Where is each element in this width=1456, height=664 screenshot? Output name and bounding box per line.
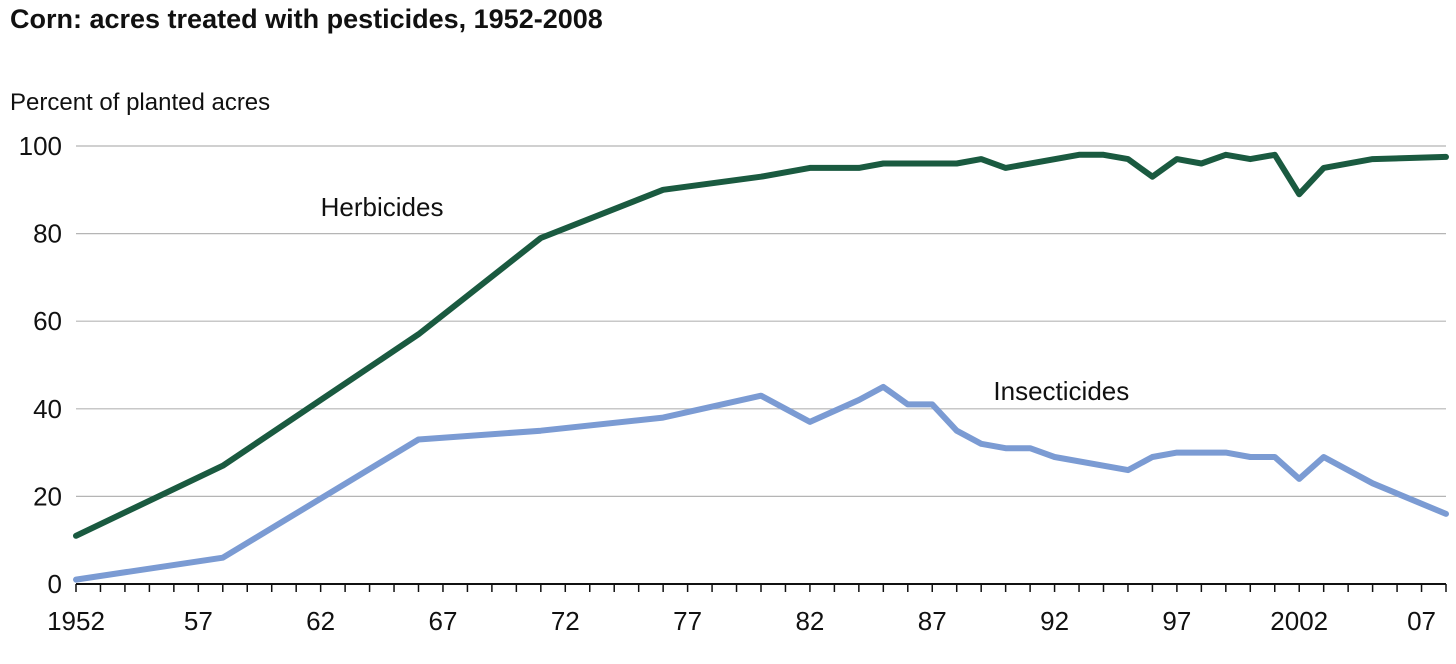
series-label-insecticides: Insecticides: [993, 376, 1129, 406]
x-tick-label: 2002: [1270, 606, 1328, 636]
axes: 0 20 40 60 80 100 1952 57 62 67 72 77 82 87 92 97 2002 07: [19, 131, 1447, 636]
y-tick-label: 0: [48, 569, 62, 599]
x-tick-label: 62: [306, 606, 335, 636]
x-tick-label: 57: [184, 606, 213, 636]
x-tick-label: 77: [673, 606, 702, 636]
series-label-herbicides: Herbicides: [321, 192, 444, 222]
y-tick-label: 100: [19, 131, 62, 161]
y-axis-label: Percent of planted acres: [10, 89, 270, 116]
series-line-insecticides: [73, 383, 1449, 583]
x-tick-label: 87: [918, 606, 947, 636]
y-tick-label: 60: [33, 306, 62, 336]
x-tick-label: 67: [429, 606, 458, 636]
x-tick-label: 97: [1162, 606, 1191, 636]
x-tick-label: 92: [1040, 606, 1069, 636]
y-tick-label: 40: [33, 394, 62, 424]
series-labels: Herbicides Insecticides: [321, 192, 1130, 406]
x-tick-label: 1952: [47, 606, 105, 636]
series-lines: [73, 151, 1449, 583]
x-tick-label: 82: [795, 606, 824, 636]
gridlines: [76, 145, 1446, 497]
chart-title: Corn: acres treated with pesticides, 195…: [10, 4, 603, 34]
x-tick-label: 07: [1407, 606, 1436, 636]
x-tick-label: 72: [551, 606, 580, 636]
y-tick-label: 20: [33, 481, 62, 511]
series-line-herbicides: [73, 151, 1449, 539]
y-tick-label: 80: [33, 219, 62, 249]
